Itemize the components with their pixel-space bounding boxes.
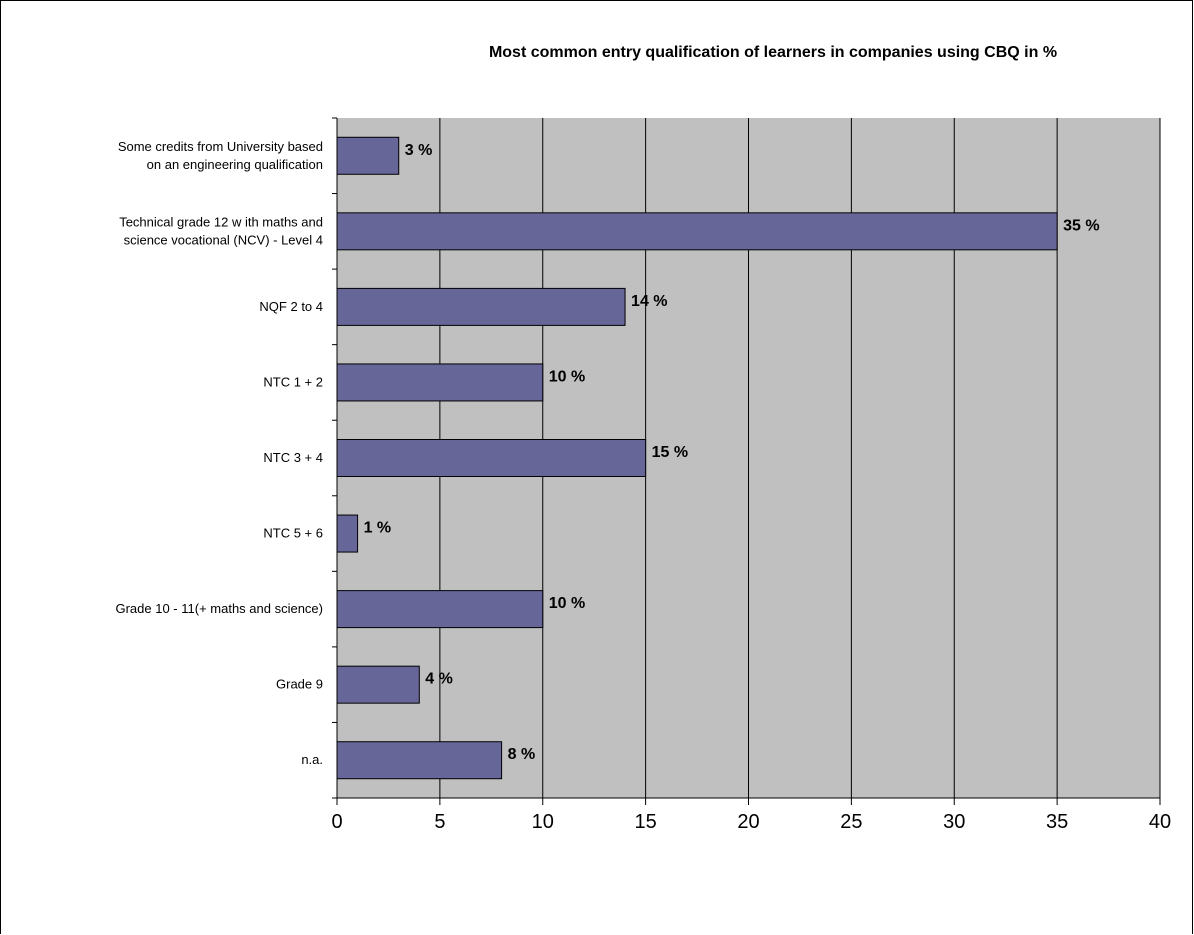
category-label-4: NTC 3 + 4 [263,450,323,465]
category-label-5: NTC 5 + 6 [263,526,323,541]
data-label-1: 35 % [1063,217,1099,234]
bar-4 [336,439,647,477]
bar-3 [336,363,544,402]
x-tick-label-25: 25 [840,811,862,833]
bar-7 [336,665,420,704]
data-label-6: 10 % [549,595,585,612]
x-tick-label-0: 0 [331,811,342,833]
category-label-0: Some credits from University based on an … [118,139,323,172]
data-label-8: 8 % [508,746,536,763]
x-tick-label-40: 40 [1149,811,1171,833]
category-label-6: Grade 10 - 11(+ maths and science) [115,601,323,616]
x-tick-label-10: 10 [532,811,554,833]
category-label-3: NTC 1 + 2 [263,374,323,389]
data-label-3: 10 % [549,368,585,385]
x-tick-label-20: 20 [737,811,759,833]
x-tick-label-15: 15 [635,811,657,833]
data-label-2: 14 % [631,293,667,310]
category-label-8: n.a. [301,752,323,767]
bar-6 [336,590,544,629]
data-label-4: 15 % [652,444,688,461]
category-label-2: NQF 2 to 4 [259,299,323,314]
x-tick-label-30: 30 [943,811,965,833]
bar-0 [336,136,400,175]
bar-2 [336,287,626,326]
data-label-0: 3 % [405,142,433,159]
bar-8 [336,741,503,780]
bar-5 [336,514,359,553]
x-tick-label-35: 35 [1046,811,1068,833]
category-label-1: Technical grade 12 w ith maths and scienc… [119,214,323,247]
data-label-5: 1 % [364,520,392,537]
bar-1 [336,212,1058,251]
category-label-7: Grade 9 [276,677,323,692]
data-label-7: 4 % [425,671,453,688]
x-tick-label-5: 5 [434,811,445,833]
chart-title: Most common entry qualification of learn… [488,44,1058,61]
